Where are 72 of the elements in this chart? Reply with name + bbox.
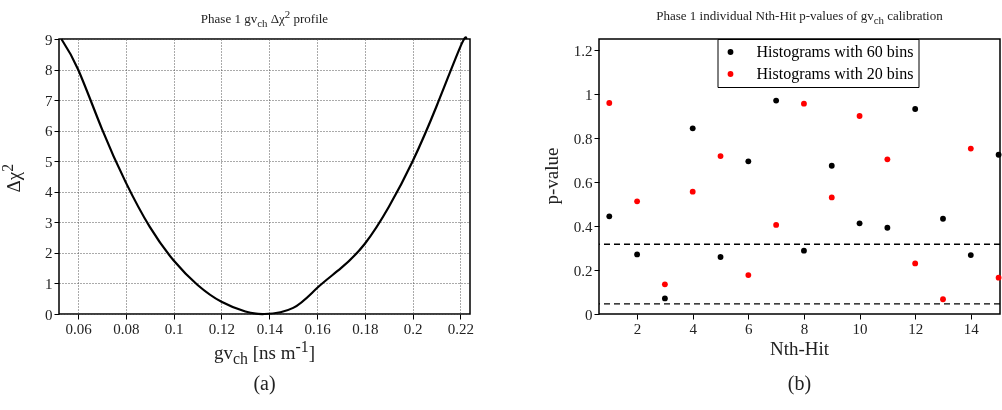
chart-title: Phase 1 individual Nth-Hit p-values of gv$_{ch}$ calibration <box>655 8 944 26</box>
y-tick-label: 0.8 <box>573 130 593 147</box>
x-tick-label: 0.06 <box>65 320 93 337</box>
point <box>856 220 863 227</box>
y-tick-label: 8 <box>45 62 53 79</box>
legend-label: Histograms with 20 bins <box>756 65 914 83</box>
legend-label: Histograms with 60 bins <box>756 43 914 61</box>
y-tick-label: 0.4 <box>573 218 593 235</box>
point <box>606 213 613 220</box>
x-axis-title: gv$_{ch}$ [ns m$^{-1}$] <box>213 338 316 369</box>
point <box>606 100 613 106</box>
point <box>773 97 780 104</box>
y-tick-label: 0 <box>585 306 593 323</box>
point <box>745 272 752 278</box>
y-tick-label: 0 <box>45 306 53 323</box>
point <box>884 156 891 163</box>
y-axis-title: p-value <box>541 146 563 206</box>
point <box>856 113 863 119</box>
chart-title: Phase 1 gv$_{ch}$ Δχ$^{2}$ profile <box>199 8 330 29</box>
x-tick-label: 2 <box>633 320 642 337</box>
x-tick-label: 0.16 <box>304 320 332 337</box>
x-tick-label: 14 <box>963 320 980 337</box>
x-tick-label: 0.1 <box>164 320 184 337</box>
point <box>828 162 835 169</box>
point <box>634 198 641 205</box>
point <box>689 188 696 195</box>
text: (b) <box>786 372 813 395</box>
y-tick-label: 5 <box>45 153 53 170</box>
x-tick-label: 0.12 <box>208 320 236 337</box>
x-tick-label: 0.22 <box>447 320 475 337</box>
point <box>661 295 668 302</box>
x-tick-label: 0.18 <box>352 320 379 337</box>
x-axis-title: Nth-Hit <box>768 338 831 360</box>
point <box>828 194 835 201</box>
x-tick-label: 10 <box>852 320 868 337</box>
point <box>912 260 919 267</box>
point <box>773 221 780 228</box>
point <box>689 125 696 132</box>
point <box>995 274 1002 281</box>
point <box>801 100 807 107</box>
y-tick-label: 3 <box>45 214 53 231</box>
y-tick-label: 1 <box>45 275 53 292</box>
y-tick-label: 0.6 <box>573 174 593 191</box>
y-tick-label: 7 <box>45 92 53 109</box>
point <box>884 224 891 231</box>
point <box>661 281 668 288</box>
x-tick-label: 8 <box>800 320 809 337</box>
y-tick-label: 6 <box>45 123 53 140</box>
point <box>745 158 752 165</box>
point <box>912 106 919 112</box>
point <box>634 251 641 258</box>
x-tick-label: 0.08 <box>113 320 140 337</box>
point <box>801 247 807 254</box>
point <box>995 151 1002 158</box>
point <box>940 215 946 222</box>
point <box>967 252 974 258</box>
y-tick-label: 1 <box>585 86 593 103</box>
x-tick-label: 0.2 <box>403 320 423 337</box>
text: (a) <box>252 372 277 395</box>
y-tick-label: 0.2 <box>573 262 593 279</box>
point <box>717 153 724 159</box>
y-tick-label: 1.2 <box>573 42 593 59</box>
y-tick-label: 4 <box>45 184 53 201</box>
x-tick-label: 12 <box>908 320 924 337</box>
point <box>717 254 724 260</box>
x-tick-label: 4 <box>689 320 698 337</box>
point <box>940 296 946 303</box>
point <box>967 145 974 152</box>
x-tick-label: 6 <box>745 320 754 337</box>
x-tick-label: 0.14 <box>256 320 284 337</box>
y-tick-label: 9 <box>45 31 53 48</box>
y-tick-label: 2 <box>45 245 53 262</box>
